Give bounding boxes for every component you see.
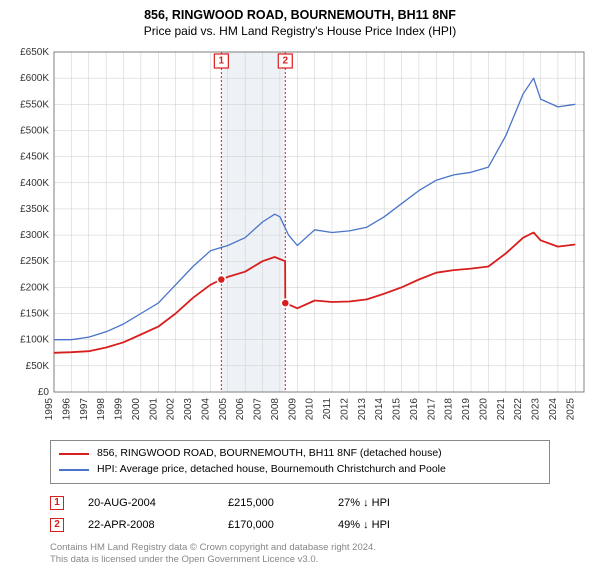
sale-point [217,276,225,284]
svg-text:2021: 2021 [496,398,507,421]
svg-text:£200K: £200K [20,282,49,293]
sales-marker-box: 2 [50,518,64,532]
svg-text:2019: 2019 [461,398,472,421]
line-chart: £0 £50K £100K £150K £200K £250K £300K £350K £400… [8,44,592,434]
svg-text:1998: 1998 [96,398,107,421]
sales-table: 1 20-AUG-2004£215,00027% ↓ HPI 2 22-APR-200… [50,492,592,536]
svg-text:2005: 2005 [218,398,229,421]
svg-text:2022: 2022 [513,398,524,421]
sale-marker-number: 1 [219,56,225,67]
svg-text:2014: 2014 [374,398,385,421]
legend-swatch [59,453,89,455]
sales-price: £215,000 [228,497,338,509]
svg-text:£100K: £100K [20,335,49,346]
svg-text:£450K: £450K [20,152,49,163]
svg-text:£650K: £650K [20,47,49,58]
svg-text:£400K: £400K [20,178,49,189]
legend-label: 856, RINGWOOD ROAD, BOURNEMOUTH, BH11 8N… [97,446,442,462]
footnote-line-1: Contains HM Land Registry data © Crown c… [50,542,592,554]
sales-delta: 49% ↓ HPI [338,519,458,531]
svg-text:2003: 2003 [183,398,194,421]
svg-text:2025: 2025 [565,398,576,421]
sales-row: 2 22-APR-2008£170,00049% ↓ HPI [50,514,592,536]
svg-text:2017: 2017 [426,398,437,421]
svg-text:£250K: £250K [20,256,49,267]
svg-text:2010: 2010 [305,398,316,421]
sales-date: 22-APR-2008 [88,519,228,531]
chart-subtitle: Price paid vs. HM Land Registry's House … [8,24,592,38]
svg-text:1995: 1995 [44,398,55,421]
svg-text:2001: 2001 [148,398,159,421]
svg-text:£350K: £350K [20,204,49,215]
sales-price: £170,000 [228,519,338,531]
shaded-band [221,52,285,392]
svg-text:2016: 2016 [409,398,420,421]
legend: 856, RINGWOOD ROAD, BOURNEMOUTH, BH11 8N… [50,440,550,484]
svg-text:£500K: £500K [20,125,49,136]
sale-marker-number: 2 [283,56,289,67]
svg-text:£150K: £150K [20,309,49,320]
svg-text:2000: 2000 [131,398,142,421]
svg-text:2002: 2002 [166,398,177,421]
legend-label: HPI: Average price, detached house, Bour… [97,462,446,478]
sales-delta: 27% ↓ HPI [338,497,458,509]
svg-text:2024: 2024 [548,398,559,421]
svg-text:1996: 1996 [61,398,72,421]
svg-text:£600K: £600K [20,73,49,84]
svg-text:2009: 2009 [287,398,298,421]
svg-text:2012: 2012 [339,398,350,421]
svg-text:1999: 1999 [114,398,125,421]
sales-date: 20-AUG-2004 [88,497,228,509]
svg-text:£0: £0 [38,387,50,398]
svg-text:2015: 2015 [392,398,403,421]
legend-row: 856, RINGWOOD ROAD, BOURNEMOUTH, BH11 8N… [59,446,541,462]
chart-title: 856, RINGWOOD ROAD, BOURNEMOUTH, BH11 8N… [8,8,592,22]
svg-text:2018: 2018 [444,398,455,421]
svg-text:2020: 2020 [478,398,489,421]
chart-area: £0 £50K £100K £150K £200K £250K £300K £350K £400… [8,44,592,434]
sales-marker-box: 1 [50,496,64,510]
svg-text:2004: 2004 [200,398,211,421]
svg-text:1997: 1997 [79,398,90,421]
sales-row: 1 20-AUG-2004£215,00027% ↓ HPI [50,492,592,514]
footnote: Contains HM Land Registry data © Crown c… [50,542,592,566]
svg-text:2011: 2011 [322,398,333,420]
svg-text:2023: 2023 [531,398,542,421]
legend-row: HPI: Average price, detached house, Bour… [59,462,541,478]
svg-text:2007: 2007 [253,398,264,421]
svg-text:£300K: £300K [20,230,49,241]
legend-swatch [59,469,89,471]
svg-text:2013: 2013 [357,398,368,421]
svg-text:£550K: £550K [20,99,49,110]
svg-text:2006: 2006 [235,398,246,421]
svg-text:£50K: £50K [26,361,50,372]
sale-point [281,299,289,307]
svg-text:2008: 2008 [270,398,281,421]
